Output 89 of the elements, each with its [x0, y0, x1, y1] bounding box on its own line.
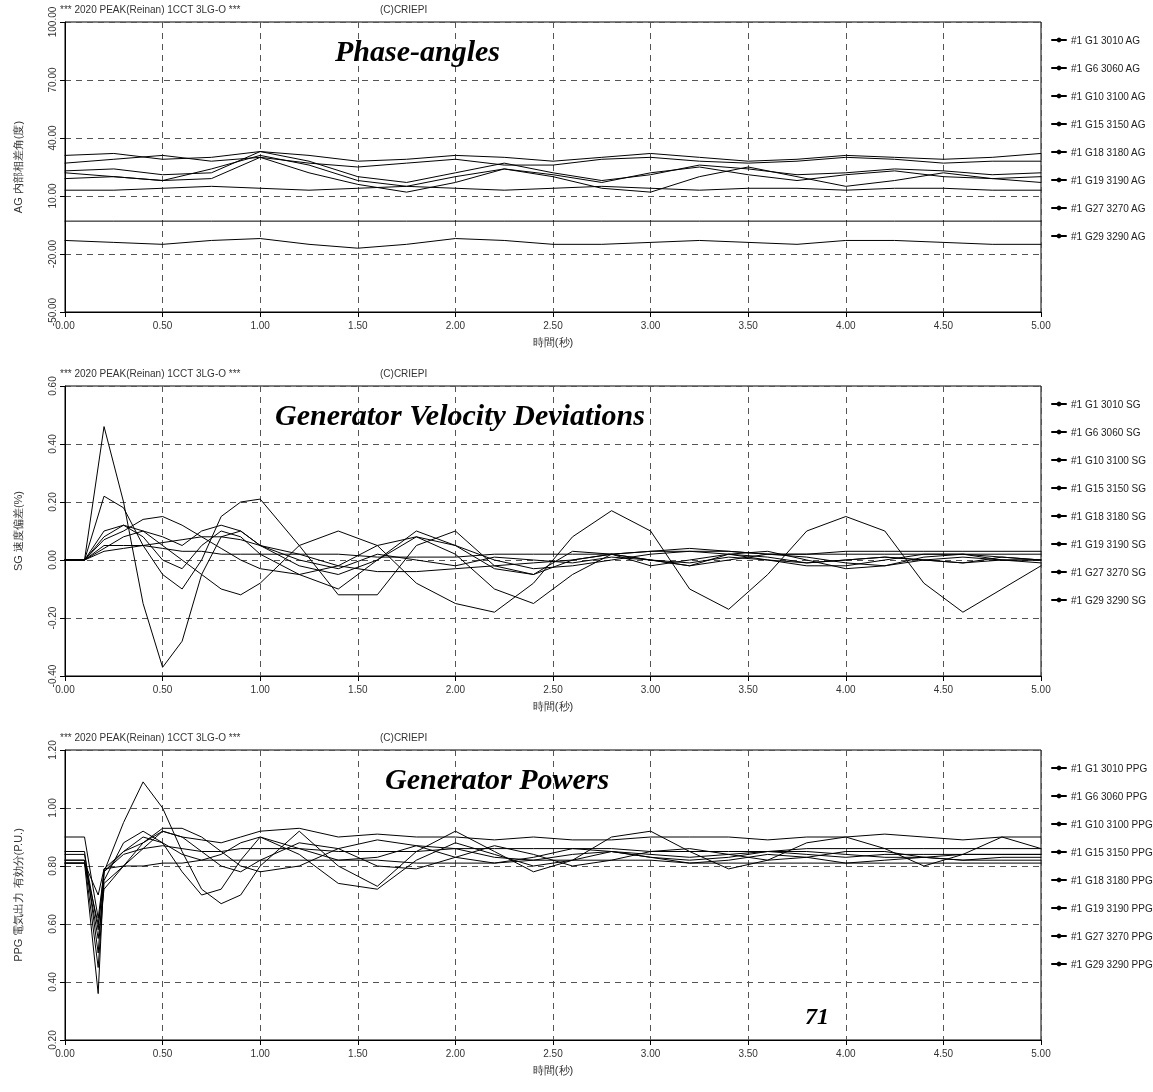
x-tick-label: 3.00: [640, 319, 661, 331]
y-tick-label: 1.20: [46, 739, 58, 760]
y-tick-label: 0.60: [46, 375, 58, 396]
legend-label: #1 G18 3180 SG: [1071, 510, 1147, 522]
x-tick-label: 4.50: [933, 319, 954, 331]
y-tick-label: 0.20: [46, 1029, 58, 1050]
legend-label: #1 G19 3190 AG: [1071, 174, 1146, 186]
legend-label: #1 G19 3190 PPG: [1071, 902, 1153, 914]
chart-title: Generator Velocity Deviations: [275, 397, 645, 431]
x-tick-label: 1.00: [250, 1047, 271, 1059]
x-tick-label: 0.50: [152, 1047, 173, 1059]
legend-label: #1 G18 3180 PPG: [1071, 874, 1153, 886]
y-tick-label: 0.20: [46, 491, 58, 512]
x-tick-label: 5.00: [1031, 319, 1052, 331]
legend-label: #1 G29 3290 SG: [1071, 594, 1147, 606]
x-tick-label: 3.50: [738, 683, 759, 695]
legend-label: #1 G29 3290 PPG: [1071, 958, 1153, 970]
legend-label: #1 G6 3060 SG: [1071, 426, 1141, 438]
x-tick-label: 5.00: [1031, 683, 1052, 695]
x-tick-label: 1.50: [348, 683, 368, 695]
y-tick-label: 100.00: [46, 6, 58, 38]
x-tick-label: 3.00: [640, 1047, 661, 1059]
y-tick-label: 40.00: [46, 125, 58, 151]
x-tick-label: 0.00: [55, 683, 76, 695]
x-tick-label: 4.50: [933, 683, 954, 695]
legend-label: #1 G15 3150 PPG: [1071, 846, 1153, 858]
x-tick-label: 2.50: [543, 1047, 564, 1059]
legend-label: #1 G29 3290 AG: [1071, 230, 1146, 242]
x-tick-label: 2.50: [543, 683, 564, 695]
text: (C)CRIEPI: [380, 3, 428, 15]
legend-label: #1 G15 3150 AG: [1071, 118, 1146, 130]
x-tick-label: 0.50: [152, 319, 173, 331]
y-tick-label: 0.80: [46, 855, 58, 876]
x-tick-label: 1.00: [250, 319, 271, 331]
legend-label: #1 G27 3270 SG: [1071, 566, 1147, 578]
text: *** 2020 PEAK(Reinan) 1CCT 3LG-O ***: [60, 367, 241, 379]
x-tick-label: 0.50: [152, 683, 173, 695]
x-tick-label: 4.00: [836, 683, 856, 695]
legend-label: #1 G10 3100 SG: [1071, 454, 1147, 466]
text: (C)CRIEPI: [380, 731, 428, 743]
x-tick-label: 2.00: [445, 1047, 466, 1059]
x-tick-label: 5.00: [1031, 1047, 1052, 1059]
x-tick-label: 4.50: [933, 1047, 954, 1059]
text: *** 2020 PEAK(Reinan) 1CCT 3LG-O ***: [60, 731, 241, 743]
y-tick-label: 0.40: [46, 971, 58, 992]
x-tick-label: 0.00: [55, 319, 76, 331]
x-tick-label: 4.00: [836, 319, 856, 331]
chart-title: Generator Powers: [385, 761, 610, 795]
y-tick-label: -20.00: [46, 239, 58, 269]
x-tick-label: 0.00: [55, 1047, 76, 1059]
chart-title: Phase-angles: [334, 33, 500, 67]
y-tick-label: 0.00: [46, 549, 58, 570]
annotation: 71: [805, 1003, 829, 1029]
x-tick-label: 3.50: [738, 1047, 759, 1059]
x-axis-title: 時間(秒): [532, 1063, 574, 1076]
x-tick-label: 3.50: [738, 319, 759, 331]
x-tick-label: 2.00: [445, 683, 466, 695]
legend-label: #1 G6 3060 PPG: [1071, 790, 1148, 802]
x-tick-label: 1.50: [348, 319, 368, 331]
legend-label: #1 G10 3100 PPG: [1071, 818, 1153, 830]
x-axis-title: 時間(秒): [532, 335, 574, 348]
text: *** 2020 PEAK(Reinan) 1CCT 3LG-O ***: [60, 3, 241, 15]
legend-label: #1 G10 3100 AG: [1071, 90, 1146, 102]
y-axis-title: AG 内部相差角(度): [11, 120, 24, 214]
y-tick-label: 0.60: [46, 913, 58, 934]
y-tick-label: 0.40: [46, 433, 58, 454]
y-tick-label: 10.00: [46, 183, 58, 209]
legend-label: #1 G27 3270 PPG: [1071, 930, 1153, 942]
x-tick-label: 4.00: [836, 1047, 856, 1059]
x-tick-label: 1.50: [348, 1047, 368, 1059]
y-axis-title: SG 速度偏差(%): [11, 490, 24, 572]
legend-label: #1 G19 3190 SG: [1071, 538, 1147, 550]
legend-label: #1 G1 3010 AG: [1071, 34, 1141, 46]
legend-label: #1 G6 3060 AG: [1071, 62, 1141, 74]
x-tick-label: 3.00: [640, 683, 661, 695]
legend-label: #1 G1 3010 PPG: [1071, 762, 1148, 774]
y-tick-label: 1.00: [46, 797, 58, 818]
legend-label: #1 G15 3150 SG: [1071, 482, 1147, 494]
y-tick-label: 70.00: [46, 67, 58, 93]
legend-label: #1 G18 3180 AG: [1071, 146, 1146, 158]
y-tick-label: -0.20: [46, 606, 58, 630]
text: (C)CRIEPI: [380, 367, 428, 379]
legend-label: #1 G1 3010 SG: [1071, 398, 1141, 410]
legend-label: #1 G27 3270 AG: [1071, 202, 1146, 214]
y-axis-title: PPG 電気出力 有効分(P.U.): [11, 828, 24, 962]
x-tick-label: 1.00: [250, 683, 271, 695]
x-tick-label: 2.50: [543, 319, 564, 331]
x-axis-title: 時間(秒): [532, 699, 574, 712]
x-tick-label: 2.00: [445, 319, 466, 331]
